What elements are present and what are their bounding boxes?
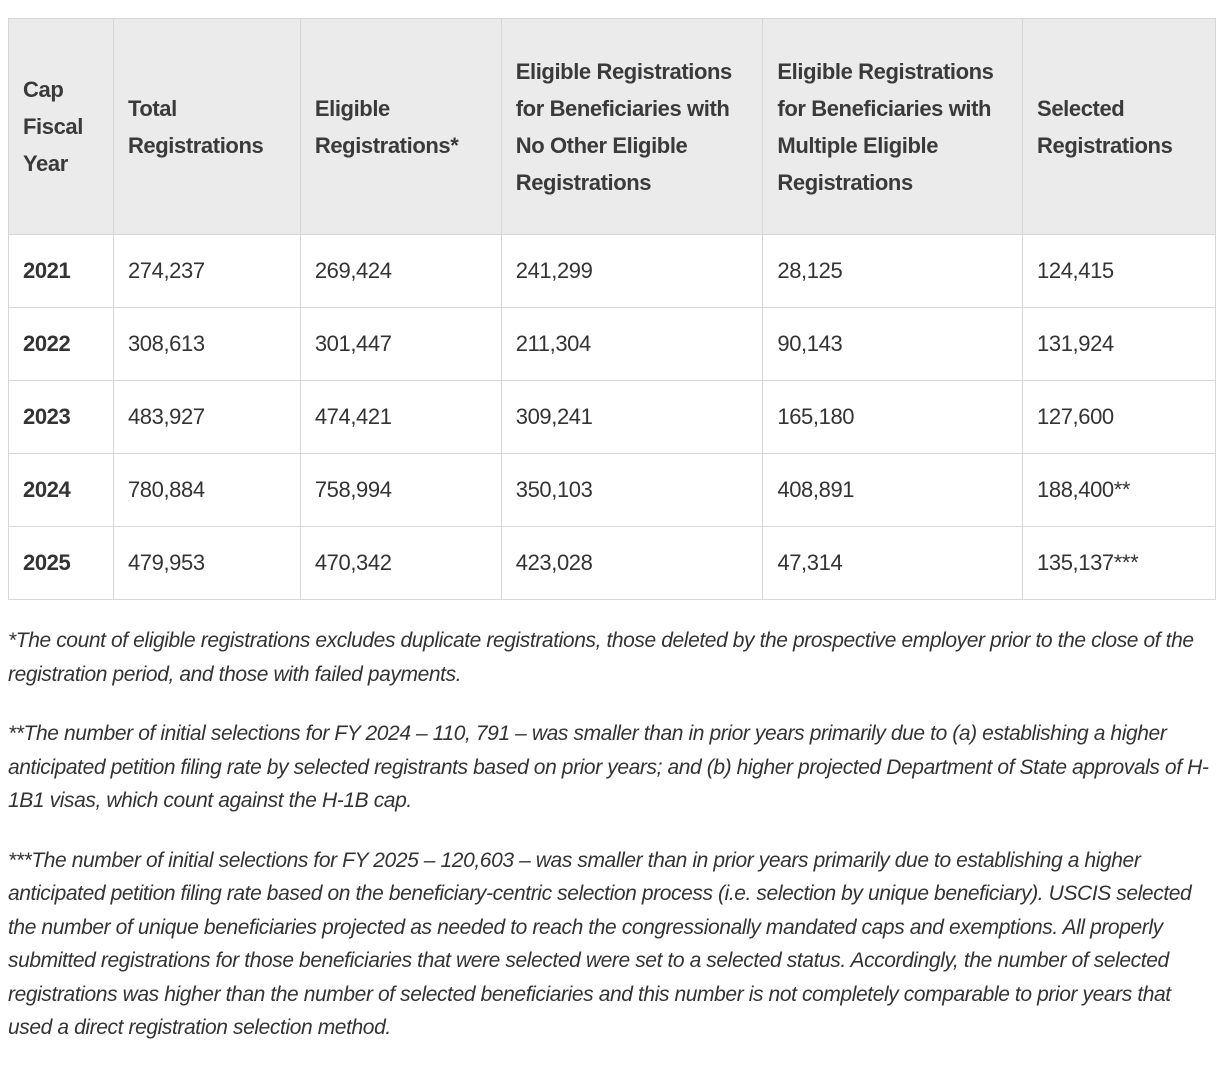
cell-multiple-eligible: 28,125: [762, 234, 1024, 308]
cell-selected-registrations: 188,400**: [1022, 453, 1216, 527]
cell-eligible-registrations: 470,342: [299, 526, 502, 600]
cell-no-other-eligible: 423,028: [500, 526, 764, 600]
cell-eligible-registrations: 269,424: [299, 234, 502, 308]
cell-no-other-eligible: 309,241: [500, 380, 764, 454]
cell-eligible-registrations: 474,421: [299, 380, 502, 454]
cell-selected-registrations: 124,415: [1022, 234, 1216, 308]
header-multiple-eligible: Eligible Registrations for Beneficiaries…: [762, 18, 1024, 235]
footnote-fy2024: **The number of initial selections for F…: [8, 722, 1209, 812]
cell-fiscal-year: 2025: [8, 526, 114, 600]
header-fiscal-year: Cap Fiscal Year: [8, 18, 114, 235]
table-row: 2021 274,237 269,424 241,299 28,125 124,415: [8, 234, 1216, 308]
cell-total-registrations: 308,613: [112, 307, 301, 381]
cell-total-registrations: 780,884: [112, 453, 301, 527]
footnote-eligible: *The count of eligible registrations exc…: [8, 629, 1194, 686]
cell-selected-registrations: 135,137***: [1022, 526, 1216, 600]
header-no-other-eligible: Eligible Registrations for Beneficiaries…: [500, 18, 764, 235]
cell-fiscal-year: 2022: [8, 307, 114, 381]
cell-selected-registrations: 131,924: [1022, 307, 1216, 381]
cell-no-other-eligible: 211,304: [500, 307, 764, 381]
cell-multiple-eligible: 47,314: [762, 526, 1024, 600]
cell-eligible-registrations: 758,994: [299, 453, 502, 527]
cell-fiscal-year: 2023: [8, 380, 114, 454]
table-row: 2024 780,884 758,994 350,103 408,891 188,400*…: [8, 453, 1216, 527]
header-total-registrations: Total Registrations: [112, 18, 301, 235]
cell-multiple-eligible: 165,180: [762, 380, 1024, 454]
footnote-fy2025: ***The number of initial selections for …: [8, 848, 1192, 1040]
cell-eligible-registrations: 301,447: [299, 307, 502, 381]
footnotes: *The count of eligible registrations exc…: [8, 624, 1216, 1071]
header-selected-registrations: Selected Registrations: [1022, 18, 1216, 235]
cell-multiple-eligible: 90,143: [762, 307, 1024, 381]
header-row: Cap Fiscal Year Total Registrations Elig…: [8, 18, 1216, 235]
cell-no-other-eligible: 350,103: [500, 453, 764, 527]
cell-no-other-eligible: 241,299: [500, 234, 764, 308]
h1b-registrations-table: Cap Fiscal Year Total Registrations Elig…: [8, 18, 1216, 600]
table-row: 2025 479,953 470,342 423,028 47,314 135,137**…: [8, 526, 1216, 600]
cell-fiscal-year: 2021: [8, 234, 114, 308]
cell-fiscal-year: 2024: [8, 453, 114, 527]
cell-selected-registrations: 127,600: [1022, 380, 1216, 454]
cell-total-registrations: 483,927: [112, 380, 301, 454]
header-eligible-registrations: Eligible Registrations*: [299, 18, 502, 235]
cell-total-registrations: 274,237: [112, 234, 301, 308]
table-row: 2023 483,927 474,421 309,241 165,180 127,600: [8, 380, 1216, 454]
cell-multiple-eligible: 408,891: [762, 453, 1024, 527]
cell-total-registrations: 479,953: [112, 526, 301, 600]
table-row: 2022 308,613 301,447 211,304 90,143 131,924: [8, 307, 1216, 381]
